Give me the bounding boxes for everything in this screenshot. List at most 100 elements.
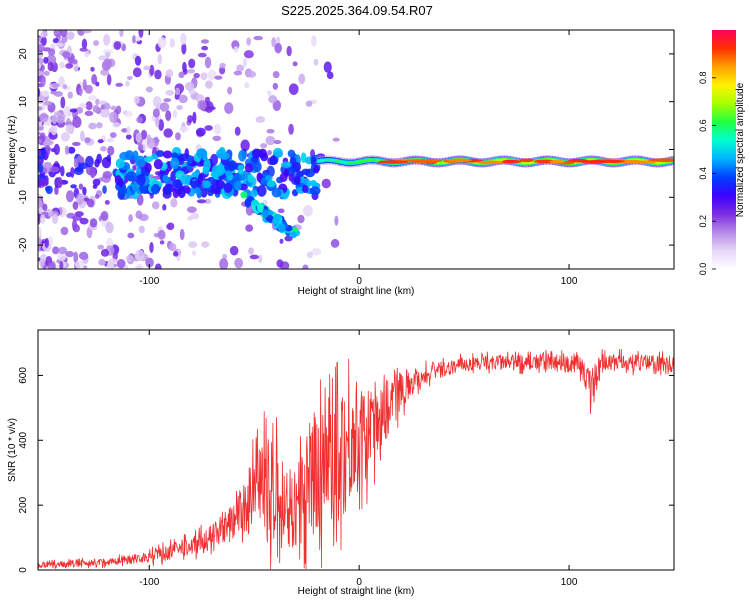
- noise-blob: [79, 102, 87, 109]
- noise-blob: [180, 32, 187, 45]
- noise-blob: [277, 208, 285, 214]
- colorbar-tick-label: 0.4: [698, 167, 708, 180]
- noise-blob: [72, 201, 79, 210]
- noise-blob: [59, 61, 65, 69]
- noise-blob: [234, 257, 244, 269]
- noise-blob: [227, 86, 233, 95]
- band-blob: [244, 162, 254, 173]
- figure-title: S225.2025.364.09.54.R07: [281, 3, 433, 18]
- y-tick-label: 20: [18, 48, 29, 60]
- noise-blob: [268, 95, 278, 104]
- noise-blob: [271, 37, 276, 48]
- noise-blob: [233, 46, 239, 53]
- noise-blob: [165, 110, 172, 122]
- carrier-segment: [662, 160, 666, 164]
- noise-blob: [321, 178, 331, 189]
- noise-blob: [302, 264, 309, 269]
- band-blob: [313, 165, 320, 174]
- noise-blob: [73, 167, 84, 176]
- band-blob: [302, 184, 309, 194]
- noise-blob: [175, 132, 181, 141]
- colorbar-tick-label: 0.6: [698, 119, 708, 132]
- noise-blob: [53, 143, 60, 156]
- noise-blob: [176, 105, 183, 111]
- band-blob: [118, 177, 124, 188]
- noise-blob: [106, 137, 115, 143]
- band-blob: [187, 154, 193, 165]
- noise-blob: [69, 108, 78, 113]
- noise-blob: [73, 251, 79, 264]
- noise-blob: [187, 115, 193, 123]
- band-blob: [202, 180, 211, 189]
- noise-blob: [219, 62, 226, 69]
- band-blob: [283, 168, 289, 178]
- noise-blob: [84, 84, 93, 94]
- carrier-segment: [498, 158, 503, 162]
- noise-blob: [229, 245, 239, 256]
- noise-blob: [70, 184, 77, 189]
- carrier-segment: [329, 158, 333, 162]
- noise-blob: [166, 222, 175, 231]
- band-blob: [288, 173, 295, 182]
- noise-blob: [186, 206, 197, 213]
- noise-blob: [146, 134, 152, 146]
- noise-blob: [72, 59, 78, 65]
- band-blob: [223, 182, 233, 194]
- noise-blob: [247, 70, 257, 78]
- noise-blob: [106, 74, 112, 86]
- noise-blob: [154, 69, 162, 80]
- band-blob: [202, 166, 210, 175]
- noise-blob: [82, 30, 92, 34]
- noise-blob: [38, 125, 44, 131]
- noise-blob: [274, 42, 282, 54]
- band-blob: [227, 160, 238, 171]
- noise-blob: [56, 115, 65, 124]
- noise-blob: [76, 155, 83, 163]
- noise-blob: [41, 90, 50, 97]
- noise-blob: [157, 36, 167, 49]
- noise-blob: [188, 58, 196, 69]
- carrier-segment: [519, 161, 523, 165]
- noise-blob: [192, 111, 197, 124]
- noise-blob: [288, 83, 299, 95]
- band-blob: [238, 149, 247, 162]
- noise-blob: [82, 186, 87, 196]
- noise-blob: [133, 95, 140, 104]
- noise-blob: [95, 98, 100, 106]
- noise-blob: [40, 214, 46, 224]
- carrier-peak: [403, 159, 443, 163]
- noise-blob: [266, 128, 275, 134]
- noise-blob: [78, 183, 84, 190]
- noise-blob: [197, 52, 207, 58]
- noise-blob: [82, 79, 87, 91]
- carrier-segment: [531, 160, 535, 164]
- noise-blob: [222, 253, 228, 259]
- noise-blob: [158, 119, 164, 131]
- noise-blob: [101, 157, 112, 169]
- carrier-segment: [439, 161, 443, 165]
- noise-blob: [125, 80, 130, 87]
- noise-blob: [108, 258, 118, 264]
- noise-blob: [267, 90, 272, 96]
- band-blob: [214, 186, 222, 195]
- spectrogram-frame: [37, 29, 675, 270]
- y-tick-label: -20: [18, 237, 29, 252]
- noise-blob: [219, 258, 229, 269]
- noise-blob: [196, 199, 207, 204]
- noise-blob: [212, 135, 222, 142]
- carrier-segment: [638, 158, 642, 162]
- noise-blob: [72, 116, 82, 128]
- carrier-peak: [519, 158, 534, 163]
- noise-blob: [79, 47, 88, 52]
- band-blob: [194, 186, 201, 195]
- noise-blob: [97, 139, 104, 144]
- noise-blob: [100, 211, 109, 221]
- noise-blob: [154, 263, 162, 269]
- noise-blob: [244, 82, 250, 89]
- noise-blob: [137, 144, 144, 152]
- noise-blob: [113, 41, 122, 50]
- noise-blob: [193, 72, 200, 79]
- noise-blob: [205, 80, 213, 89]
- band-blob: [266, 180, 276, 188]
- noise-blob: [323, 61, 332, 73]
